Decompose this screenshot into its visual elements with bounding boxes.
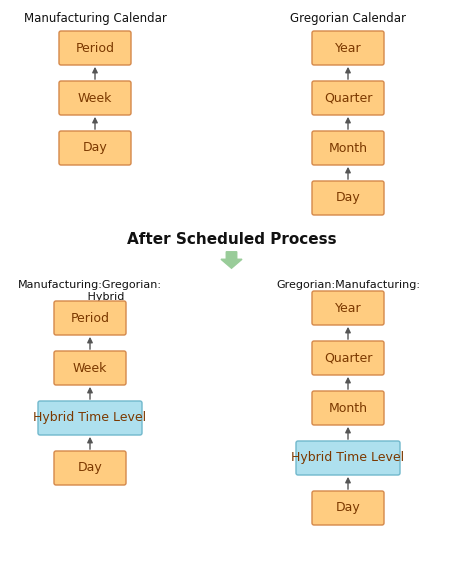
FancyBboxPatch shape: [38, 401, 142, 435]
Text: After Scheduled Process: After Scheduled Process: [127, 233, 336, 248]
FancyBboxPatch shape: [59, 31, 131, 65]
FancyBboxPatch shape: [312, 391, 384, 425]
Text: Day: Day: [82, 142, 107, 154]
FancyBboxPatch shape: [312, 491, 384, 525]
Text: Month: Month: [329, 401, 368, 415]
Text: Manufacturing:Gregorian:
         Hybrid: Manufacturing:Gregorian: Hybrid: [18, 280, 162, 302]
Text: Week: Week: [78, 92, 112, 104]
Text: Hybrid Time Level: Hybrid Time Level: [291, 452, 405, 464]
Text: Manufacturing Calendar: Manufacturing Calendar: [24, 12, 166, 25]
FancyBboxPatch shape: [59, 81, 131, 115]
Polygon shape: [221, 252, 242, 268]
Text: Day: Day: [78, 461, 102, 475]
Text: Period: Period: [70, 312, 110, 324]
FancyBboxPatch shape: [312, 181, 384, 215]
FancyBboxPatch shape: [312, 291, 384, 325]
Text: Quarter: Quarter: [324, 351, 372, 365]
FancyBboxPatch shape: [54, 451, 126, 485]
Text: Year: Year: [335, 301, 361, 314]
FancyBboxPatch shape: [54, 301, 126, 335]
Text: Gregorian Calendar: Gregorian Calendar: [290, 12, 406, 25]
FancyBboxPatch shape: [54, 351, 126, 385]
FancyBboxPatch shape: [312, 81, 384, 115]
Text: Hybrid Time Level: Hybrid Time Level: [33, 411, 147, 425]
FancyBboxPatch shape: [59, 131, 131, 165]
Text: Quarter: Quarter: [324, 92, 372, 104]
Text: Period: Period: [75, 41, 114, 55]
FancyBboxPatch shape: [312, 31, 384, 65]
Text: Day: Day: [336, 502, 360, 514]
FancyBboxPatch shape: [312, 131, 384, 165]
Text: Day: Day: [336, 191, 360, 204]
Text: Month: Month: [329, 142, 368, 154]
FancyBboxPatch shape: [296, 441, 400, 475]
Text: Gregorian:Manufacturing:
          Hybrid: Gregorian:Manufacturing: Hybrid: [276, 280, 420, 302]
Text: Week: Week: [73, 362, 107, 374]
Text: Year: Year: [335, 41, 361, 55]
FancyBboxPatch shape: [312, 341, 384, 375]
